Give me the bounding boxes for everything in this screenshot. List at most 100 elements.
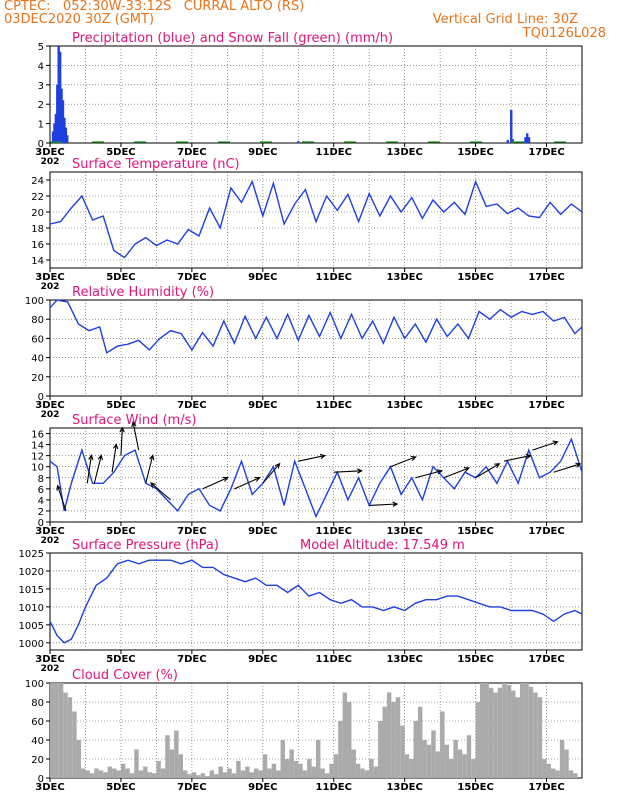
x-tick-label: 9DEC [248,272,277,283]
cloud-bar [386,692,392,778]
cloud-bar [573,773,578,778]
cloud-bar [435,751,441,778]
cloud-bar [169,749,175,778]
wind-arrow [56,484,67,512]
cloud-bar [222,772,228,778]
x-tick-label: 17DEC [528,400,564,411]
cloud-bar [466,735,472,778]
precip-bar [527,137,531,143]
wind-arrow [119,426,125,456]
cloud-bar [417,706,423,778]
y-tick-label: 14 [31,256,44,267]
y-tick-label: 24 [31,176,44,187]
wind-arrow [333,468,363,474]
x-tick-label: 11DEC [316,272,352,283]
cloud-bar [253,768,259,778]
wind-arrow [150,482,171,501]
plot-frame [49,427,583,523]
y-tick-label: 20 [31,373,44,384]
y-tick-label: 80 [31,698,44,709]
cloud-bar [231,773,237,778]
x-tick-label: 5DEC [106,654,135,665]
wind-arrow [111,442,119,473]
y-tick-label: 5 [38,42,44,53]
cloud-bar [262,754,268,778]
wind-arrow [93,454,103,484]
cloud-bar [245,766,250,778]
cloud-bar [329,763,334,778]
cloud-bar [338,721,343,778]
cloud-bar [320,768,325,778]
precip-bar [66,135,69,143]
y-tick-label: 40 [31,354,44,365]
panel-title: Surface Temperature (nC) [72,157,240,172]
cloud-bar [537,697,543,778]
cloud-bar [147,772,152,778]
cloud-bar [497,687,503,778]
cloud-bar [378,721,383,778]
wind-arrow [443,467,471,479]
x-tick-label: 15DEC [457,654,493,665]
cloud-bar [355,763,361,778]
y-tick-label: 22 [31,192,44,203]
y-tick-label: 60 [31,717,44,728]
cloud-bar [103,772,108,778]
run-date: 03DEC2020 30Z (GMT) [4,12,155,27]
precip-bar [506,140,509,143]
y-tick-label: 4 [38,496,44,507]
y-tick-label: 2 [38,507,44,518]
x-tick-label: 3DEC [35,400,64,411]
cloud-bar [107,766,113,778]
x-tick-label: 11DEC [316,526,352,537]
cloud-bar [58,683,64,778]
cloud-bar [138,770,144,778]
plot-frame [49,299,583,397]
series-line-pressure [49,559,583,644]
precip-bar [524,137,527,143]
y-tick-label: 60 [31,334,44,345]
cloud-bar [63,692,68,778]
year-label: 202 [41,282,60,292]
cloud-bar [183,770,188,778]
plot-frame [49,552,583,651]
x-tick-label: 17DEC [528,654,564,665]
cloud-bar [271,763,277,778]
precip-bar [51,131,55,143]
cloud-bar [316,740,321,778]
wind-arrow [234,476,261,490]
y-tick-label: 8 [38,474,44,485]
cloud-bar [116,770,121,778]
y-tick-label: 1 [38,120,44,131]
y-tick-label: 3 [38,81,44,92]
series-line-temp [49,179,583,259]
precip-bar [511,139,514,143]
x-tick-label: 9DEC [248,782,277,793]
y-tick-label: 2 [38,100,44,111]
cloud-bar [143,766,148,778]
cloud-bar [81,768,86,778]
precip-bar [53,123,56,143]
x-tick-label: 7DEC [177,400,206,411]
cloud-bar [395,697,401,778]
precip-bar [57,46,60,143]
y-tick-label: 16 [31,240,44,251]
precip-bar [54,113,58,143]
y-tick-label: 1005 [19,621,44,632]
precip-bar [58,51,62,143]
cloud-bar [72,711,77,778]
cloud-bar [546,763,551,778]
cloud-bar [76,740,82,778]
x-tick-label: 13DEC [386,147,422,158]
wind-arrow [553,462,582,473]
cloud-bar [240,770,246,778]
panel-rh: 0 20 40 60 80 100 3DEC 5DEC 7DEC 9DEC 11DEC 13DEC 15… [25,285,583,420]
x-tick-label: 13DEC [386,400,422,411]
wind-arrow [262,462,281,484]
x-tick-label: 15DEC [457,272,493,283]
y-tick-label: 12 [31,452,44,463]
cloud-bar [218,766,223,778]
y-tick-label: 10 [31,463,44,474]
y-tick-label: 0 [38,774,44,785]
cloud-bar [120,763,126,778]
cloud-bar [524,683,529,778]
